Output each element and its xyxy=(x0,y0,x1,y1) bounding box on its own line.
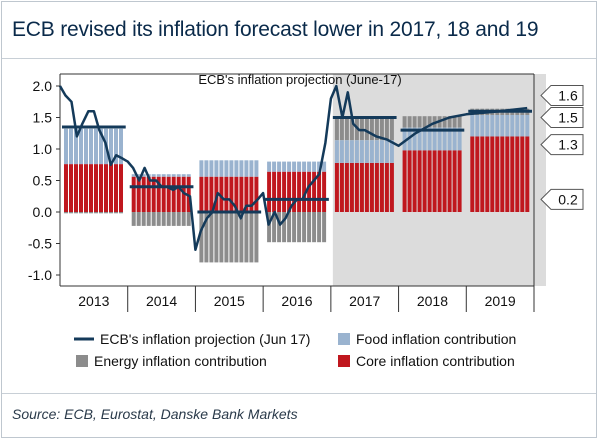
inflation-line xyxy=(58,84,528,252)
title-divider xyxy=(2,58,596,59)
projection-callout-1.6 xyxy=(540,84,584,106)
chart-subtitle: ECB's inflation projection (June-17) xyxy=(198,72,401,87)
core-bar-2018 xyxy=(402,150,462,212)
food-bar-2013 xyxy=(64,128,123,165)
energy-bar-2014 xyxy=(131,212,191,226)
x-tick-label: 2018 xyxy=(417,293,448,309)
projection-callout-1.3 xyxy=(540,134,584,156)
x-tick-label: 2017 xyxy=(349,293,380,309)
food-bar-2019 xyxy=(470,115,530,137)
food-bar-2016 xyxy=(267,161,327,172)
y-tick-label: 0.0 xyxy=(33,204,53,220)
food-bar-2018 xyxy=(402,127,462,151)
legend-label: ECB's inflation projection (Jun 17) xyxy=(100,331,310,347)
x-tick-label: 2015 xyxy=(214,293,245,309)
legend-swatch-core xyxy=(338,355,350,367)
core-bar-2017 xyxy=(334,162,394,212)
energy-bar-2016 xyxy=(267,212,327,243)
projection-callout-label: 0.2 xyxy=(558,191,578,207)
energy-bar-2013 xyxy=(64,212,123,214)
legend-label: Energy inflation contribution xyxy=(94,353,267,369)
legend-label: Core inflation contribution xyxy=(356,353,515,369)
food-bar-2015 xyxy=(199,160,259,177)
projection-callout-label: 1.6 xyxy=(558,87,578,103)
core-bar-2016 xyxy=(267,171,327,212)
x-tick-label: 2019 xyxy=(485,293,516,309)
core-bar-2014 xyxy=(131,176,191,212)
legend-label: Food inflation contribution xyxy=(356,331,516,347)
y-tick-label: 0.5 xyxy=(33,173,53,189)
projection-callout-0.2 xyxy=(540,188,584,210)
core-bar-2013 xyxy=(64,164,123,212)
y-tick-label: 2.0 xyxy=(33,78,53,94)
x-tick-label: 2016 xyxy=(281,293,312,309)
source-divider xyxy=(2,393,596,394)
energy-bar-2015 xyxy=(199,212,259,263)
food-bar-2017 xyxy=(334,140,394,163)
projection-callout-label: 1.3 xyxy=(558,137,578,153)
source-note: Source: ECB, Eurostat, Danske Bank Marke… xyxy=(12,406,298,422)
projection-callout-1.5 xyxy=(540,107,584,128)
legend-swatch-food xyxy=(338,333,350,345)
x-tick-label: 2013 xyxy=(78,293,109,309)
projection-callout-label: 1.5 xyxy=(558,110,578,126)
x-tick-label: 2014 xyxy=(146,293,177,309)
core-bar-2019 xyxy=(470,136,530,212)
y-tick-label: -0.5 xyxy=(28,236,52,252)
y-tick-label: 1.0 xyxy=(33,141,53,157)
chart-title: ECB revised its inflation forecast lower… xyxy=(12,18,539,41)
y-tick-label: 1.5 xyxy=(33,110,53,126)
legend-swatch-energy xyxy=(76,355,88,367)
y-tick-label: -1.0 xyxy=(28,267,52,283)
